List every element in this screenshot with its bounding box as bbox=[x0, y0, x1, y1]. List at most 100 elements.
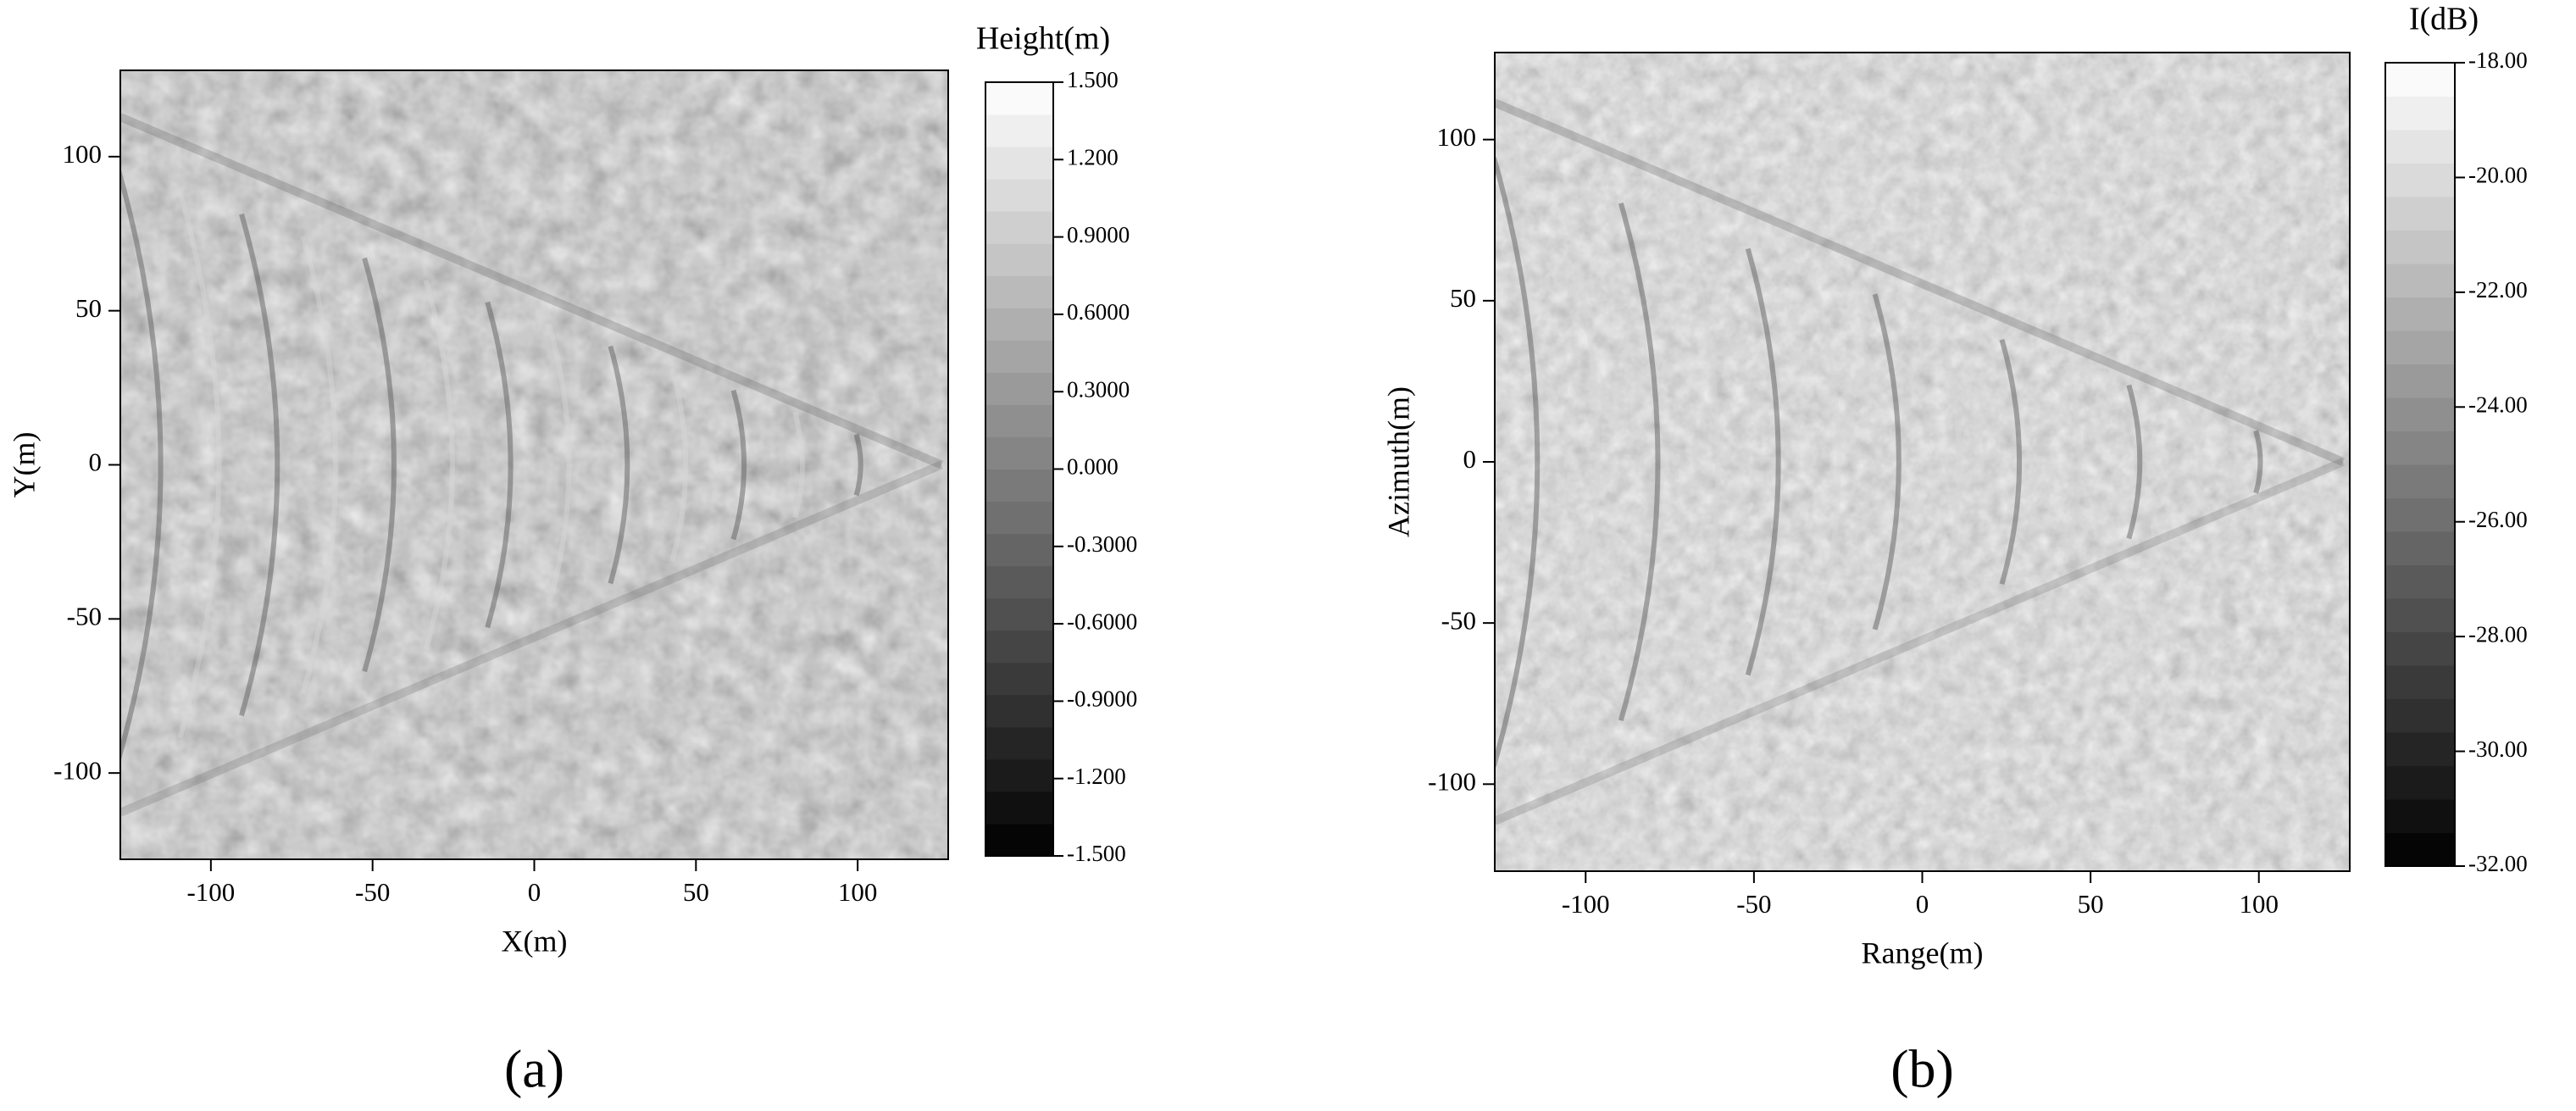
y-tick-label: 0 bbox=[89, 447, 103, 477]
wake-arm bbox=[1495, 98, 2345, 466]
colorbar-tick-label: -32.00 bbox=[2468, 851, 2528, 876]
x-tick-label: 0 bbox=[1916, 889, 1929, 919]
colorbar-step bbox=[985, 791, 1053, 825]
colorbar-step bbox=[985, 308, 1053, 341]
x-tick-label: 50 bbox=[683, 877, 709, 907]
colorbar-tick-label: 0.000 bbox=[1067, 454, 1119, 480]
wake-crest bbox=[1681, 225, 1721, 699]
y-tick-label: 0 bbox=[1463, 444, 1477, 474]
wake-crest bbox=[1495, 157, 1541, 767]
wake-crest bbox=[1872, 293, 1901, 630]
colorbar-step bbox=[2385, 96, 2455, 131]
x-axis-label: Range(m) bbox=[1862, 936, 1984, 969]
colorbar-step bbox=[2385, 698, 2455, 733]
colorbar-tick-label: -1.200 bbox=[1067, 764, 1126, 789]
y-tick-label: -100 bbox=[53, 755, 102, 785]
wake-arm bbox=[120, 113, 943, 469]
panel-label: (a) bbox=[504, 1039, 564, 1099]
colorbar-title: Height(m) bbox=[976, 21, 1110, 57]
heatmap-texture bbox=[1495, 53, 2350, 871]
colorbar-step bbox=[2385, 130, 2455, 164]
wake-crest bbox=[485, 301, 514, 629]
heatmap-texture bbox=[120, 70, 948, 859]
colorbar-step bbox=[2385, 364, 2455, 398]
colorbar-tick-label: -0.3000 bbox=[1067, 531, 1137, 557]
x-tick-label: 100 bbox=[838, 877, 878, 907]
wake-crest bbox=[1808, 270, 1841, 653]
y-axis-label: Azimuth(m) bbox=[1381, 386, 1415, 537]
colorbar-tick-label: 1.200 bbox=[1067, 145, 1119, 170]
colorbar-step bbox=[2385, 397, 2455, 431]
wake-crest bbox=[2126, 384, 2143, 540]
wake-crest bbox=[915, 455, 922, 475]
x-tick-label: -50 bbox=[1736, 889, 1771, 919]
y-tick-label: -100 bbox=[1428, 766, 1476, 796]
colorbar-step bbox=[2385, 230, 2455, 264]
colorbar-step bbox=[2385, 163, 2455, 197]
colorbar-tick-label: -1.500 bbox=[1067, 841, 1126, 866]
x-tick-label: 50 bbox=[2078, 889, 2104, 919]
wake-arm bbox=[120, 460, 943, 817]
colorbar-tick-label: -28.00 bbox=[2468, 621, 2528, 647]
wake-crest bbox=[300, 235, 339, 695]
colorbar-tick-label: 0.3000 bbox=[1067, 376, 1130, 402]
y-tick-label: -50 bbox=[67, 601, 102, 630]
colorbar-step bbox=[985, 340, 1053, 373]
y-tick-label: 50 bbox=[1450, 283, 1476, 313]
x-tick-label: -100 bbox=[1562, 889, 1610, 919]
colorbar-step bbox=[985, 114, 1053, 147]
colorbar-tick-label: -22.00 bbox=[2468, 277, 2528, 303]
wake-crest bbox=[1745, 247, 1781, 676]
colorbar-step bbox=[2385, 197, 2455, 231]
colorbar-step bbox=[985, 726, 1053, 760]
wake-crest bbox=[1618, 202, 1661, 722]
y-axis-label: Y(m) bbox=[7, 432, 41, 498]
wake-crest bbox=[2190, 407, 2203, 517]
colorbar-step bbox=[2385, 631, 2455, 666]
colorbar-step bbox=[985, 823, 1053, 857]
wake-crest bbox=[546, 323, 572, 607]
colorbar-step bbox=[2385, 497, 2455, 532]
colorbar-step bbox=[2385, 564, 2455, 599]
wake-crest bbox=[608, 345, 630, 585]
colorbar-title: I(dB) bbox=[2409, 2, 2479, 37]
colorbar-step bbox=[2385, 431, 2455, 465]
colorbar-step bbox=[985, 147, 1053, 180]
colorbar-tick-label: -24.00 bbox=[2468, 392, 2528, 417]
colorbar-step bbox=[985, 533, 1053, 567]
colorbar-step bbox=[985, 630, 1053, 664]
wake-crest bbox=[2317, 453, 2323, 471]
wake-pattern bbox=[1495, 98, 2345, 825]
colorbar-tick-label: 1.500 bbox=[1067, 67, 1119, 92]
colorbar-step bbox=[985, 211, 1053, 244]
colorbar-step bbox=[985, 469, 1053, 503]
wake-crest bbox=[792, 411, 805, 519]
y-tick-label: -50 bbox=[1441, 605, 1476, 635]
colorbar-step bbox=[2385, 331, 2455, 364]
x-tick-label: -50 bbox=[355, 877, 390, 907]
x-tick-label: 100 bbox=[2239, 889, 2279, 919]
wake-crest bbox=[1999, 339, 2023, 585]
wake-crest bbox=[2062, 361, 2083, 563]
colorbar-step bbox=[985, 372, 1053, 405]
wake-crest bbox=[177, 191, 222, 739]
wake-pattern bbox=[120, 113, 943, 817]
colorbar-step bbox=[985, 758, 1053, 792]
colorbar-step bbox=[2385, 264, 2455, 297]
colorbar-step bbox=[2385, 732, 2455, 766]
colorbar-step bbox=[985, 404, 1053, 437]
colorbar-step bbox=[985, 694, 1053, 728]
colorbar-step bbox=[985, 565, 1053, 599]
y-tick-label: 100 bbox=[1437, 122, 1477, 152]
y-tick-label: 50 bbox=[75, 293, 102, 323]
panel-label: (b) bbox=[1890, 1039, 1954, 1099]
colorbar-step bbox=[2385, 297, 2455, 331]
colorbar-step bbox=[985, 82, 1053, 115]
colorbar-tick-label: 0.9000 bbox=[1067, 222, 1130, 247]
wake-crest bbox=[1935, 316, 1962, 608]
colorbar-step bbox=[2385, 63, 2455, 97]
colorbar-step bbox=[2385, 765, 2455, 800]
colorbar-tick-label: -0.6000 bbox=[1067, 608, 1137, 634]
colorbar-step bbox=[985, 436, 1053, 469]
